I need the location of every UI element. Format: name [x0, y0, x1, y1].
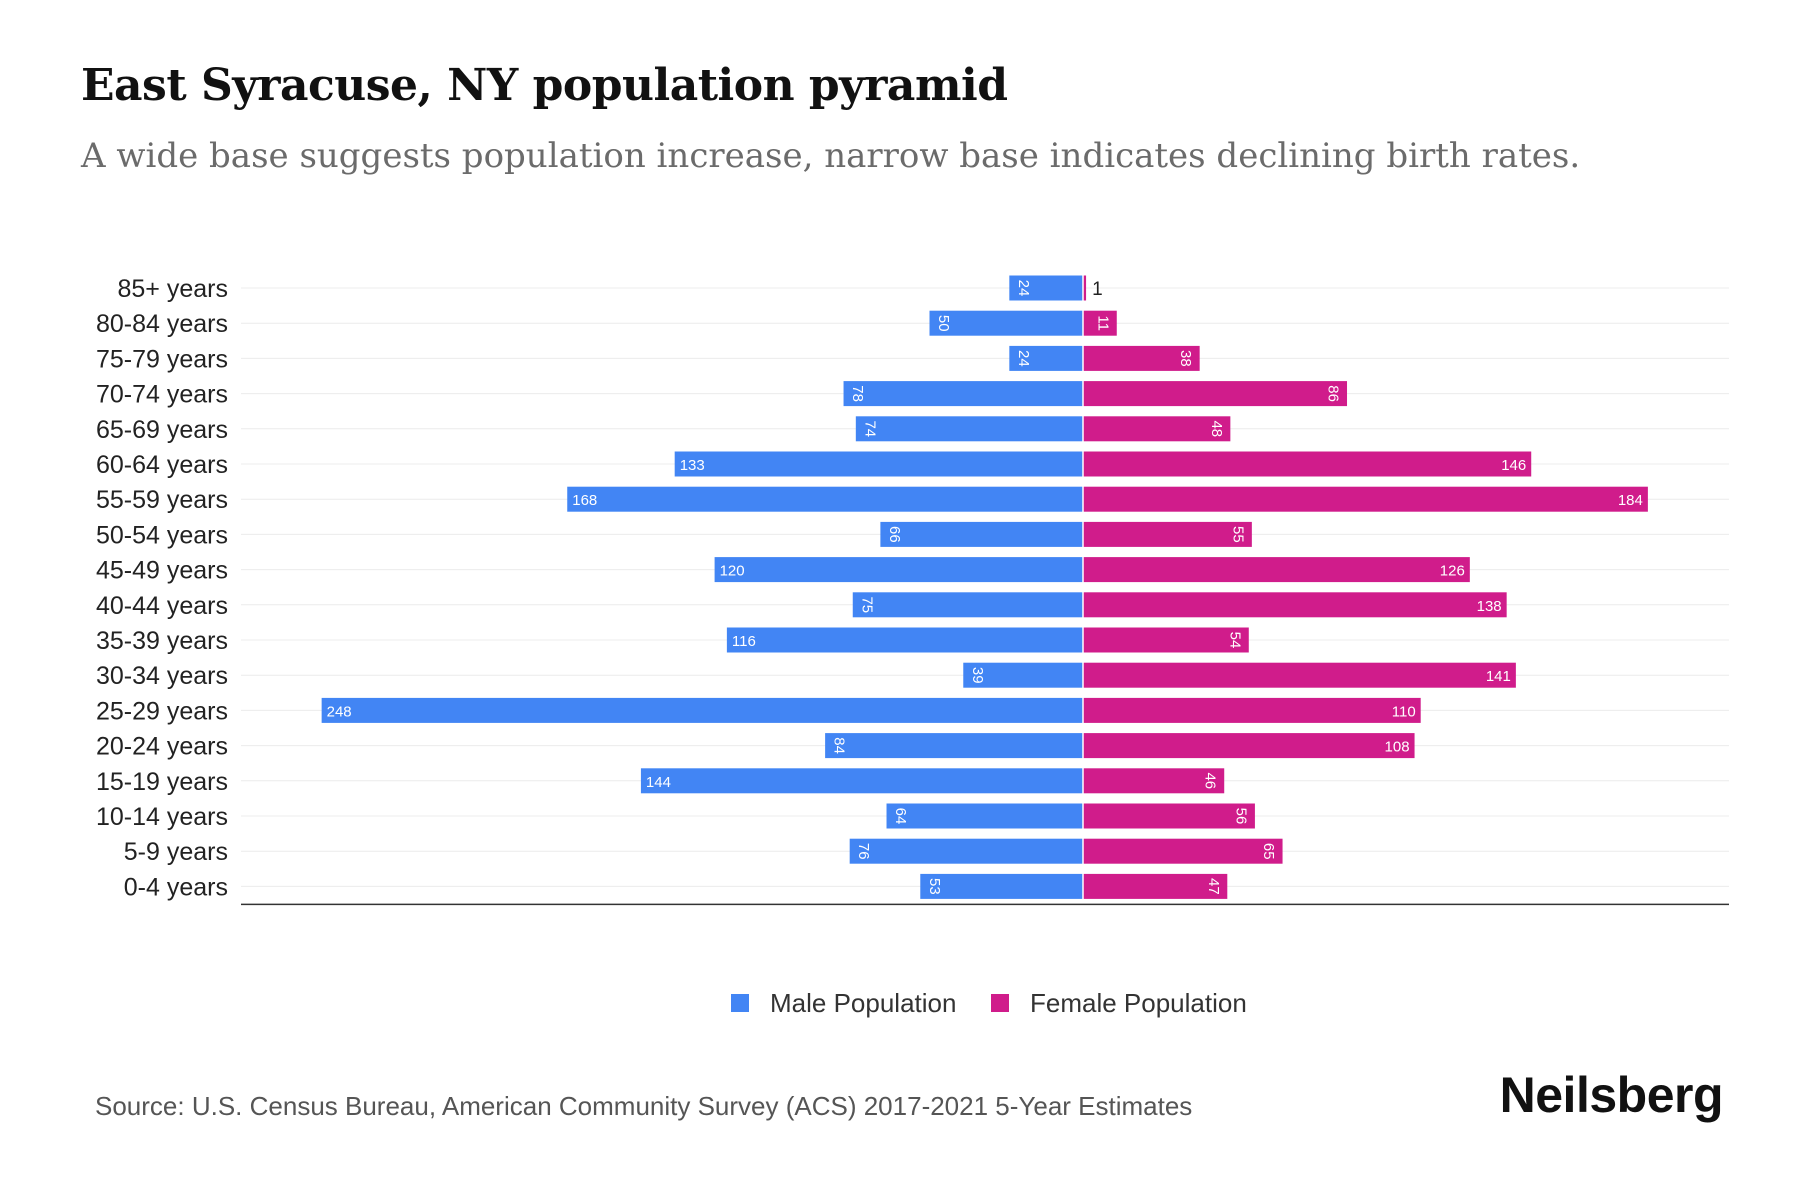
- female-value-label: 48: [1208, 420, 1225, 437]
- category-label: 85+ years: [118, 275, 229, 303]
- male-value-label: 64: [892, 808, 909, 825]
- category-label: 50-54 years: [96, 521, 228, 549]
- category-label: 40-44 years: [96, 592, 228, 620]
- female-bar: [1083, 662, 1516, 688]
- male-bar: [1009, 275, 1083, 301]
- female-value-label: 56: [1232, 808, 1249, 825]
- male-value-label: 168: [572, 492, 597, 509]
- female-bar: [1083, 310, 1117, 336]
- male-bar: [1009, 345, 1083, 371]
- female-bar: [1083, 873, 1228, 899]
- female-value-label: 184: [1618, 492, 1643, 509]
- male-bar: [726, 627, 1083, 653]
- male-bar: [674, 451, 1083, 477]
- legend-male-label: Male Population: [770, 988, 956, 1018]
- female-bar: [1083, 416, 1231, 442]
- female-value-label: 126: [1440, 563, 1465, 580]
- category-label: 60-64 years: [96, 451, 228, 479]
- category-label: 70-74 years: [96, 381, 228, 409]
- male-value-label: 248: [327, 703, 352, 720]
- category-label: 80-84 years: [96, 310, 228, 338]
- male-value-label: 76: [855, 843, 872, 860]
- male-bar: [321, 697, 1083, 723]
- female-value-label: 47: [1205, 878, 1222, 895]
- male-value-label: 78: [849, 385, 866, 402]
- female-value-label: 110: [1392, 703, 1416, 720]
- male-value-label: 144: [646, 774, 671, 791]
- male-bar: [929, 310, 1083, 336]
- male-bar: [852, 592, 1083, 618]
- female-bar: [1083, 697, 1421, 723]
- female-value-label: 46: [1202, 772, 1219, 789]
- male-bar: [855, 416, 1083, 442]
- female-bar: [1083, 451, 1532, 477]
- male-value-label: 133: [680, 457, 705, 474]
- male-bar: [714, 557, 1083, 583]
- male-value-label: 66: [886, 526, 903, 543]
- female-bar: [1083, 592, 1507, 618]
- legend-male-swatch: [731, 994, 749, 1012]
- female-value-label: 141: [1486, 668, 1511, 685]
- category-label: 35-39 years: [96, 627, 228, 655]
- female-value-label: 38: [1177, 350, 1194, 367]
- female-bar: [1083, 381, 1348, 407]
- male-bar: [920, 873, 1083, 899]
- female-value-label: 138: [1477, 598, 1502, 615]
- category-label: 10-14 years: [96, 803, 228, 831]
- female-value-label: 65: [1260, 843, 1277, 860]
- female-value-label: 86: [1325, 385, 1342, 402]
- female-value-label: 11: [1094, 315, 1111, 331]
- chart-subtitle: A wide base suggests population increase…: [81, 136, 1581, 176]
- female-value-label: 54: [1226, 632, 1243, 649]
- male-bar: [886, 803, 1083, 829]
- female-bar: [1083, 557, 1470, 583]
- chart-title: East Syracuse, NY population pyramid: [81, 60, 1008, 111]
- male-bar: [880, 521, 1083, 547]
- female-value-label: 55: [1229, 526, 1246, 543]
- male-value-label: 75: [858, 596, 875, 613]
- male-value-label: 24: [1015, 350, 1032, 367]
- male-value-label: 84: [831, 737, 848, 754]
- male-value-label: 74: [861, 420, 878, 437]
- male-value-label: 24: [1015, 280, 1032, 297]
- male-bar: [843, 381, 1083, 407]
- category-label: 0-4 years: [124, 873, 228, 901]
- category-label: 45-49 years: [96, 557, 228, 585]
- female-bar: [1083, 275, 1087, 301]
- brand-logo: Neilsberg: [1499, 1067, 1724, 1123]
- male-bar: [567, 486, 1083, 512]
- male-bar: [963, 662, 1083, 688]
- female-bar: [1083, 733, 1415, 759]
- male-value-label: 116: [732, 633, 756, 650]
- category-label: 5-9 years: [124, 838, 228, 866]
- female-bar: [1083, 768, 1225, 794]
- category-label: 15-19 years: [96, 768, 228, 796]
- female-bar: [1083, 345, 1200, 371]
- male-bar: [640, 768, 1083, 794]
- female-bar: [1083, 627, 1249, 653]
- female-bar: [1083, 803, 1255, 829]
- category-label: 65-69 years: [96, 416, 228, 444]
- category-label: 55-59 years: [96, 486, 228, 514]
- female-bar: [1083, 521, 1252, 547]
- male-value-label: 53: [926, 878, 943, 895]
- female-bar: [1083, 486, 1648, 512]
- male-bar: [849, 838, 1083, 864]
- male-value-label: 120: [720, 563, 745, 580]
- category-label: 75-79 years: [96, 345, 228, 373]
- legend-female-swatch: [991, 994, 1009, 1012]
- male-value-label: 50: [935, 315, 952, 332]
- female-bar: [1083, 838, 1283, 864]
- male-value-label: 39: [969, 667, 986, 684]
- female-value-label: 1: [1092, 279, 1103, 300]
- female-value-label: 108: [1385, 739, 1410, 756]
- category-label: 20-24 years: [96, 733, 228, 761]
- category-label: 30-34 years: [96, 662, 228, 690]
- female-value-label: 146: [1501, 457, 1526, 474]
- source-note: Source: U.S. Census Bureau, American Com…: [95, 1091, 1193, 1121]
- category-label: 25-29 years: [96, 697, 228, 725]
- male-bar: [825, 733, 1083, 759]
- legend-female-label: Female Population: [1030, 988, 1247, 1018]
